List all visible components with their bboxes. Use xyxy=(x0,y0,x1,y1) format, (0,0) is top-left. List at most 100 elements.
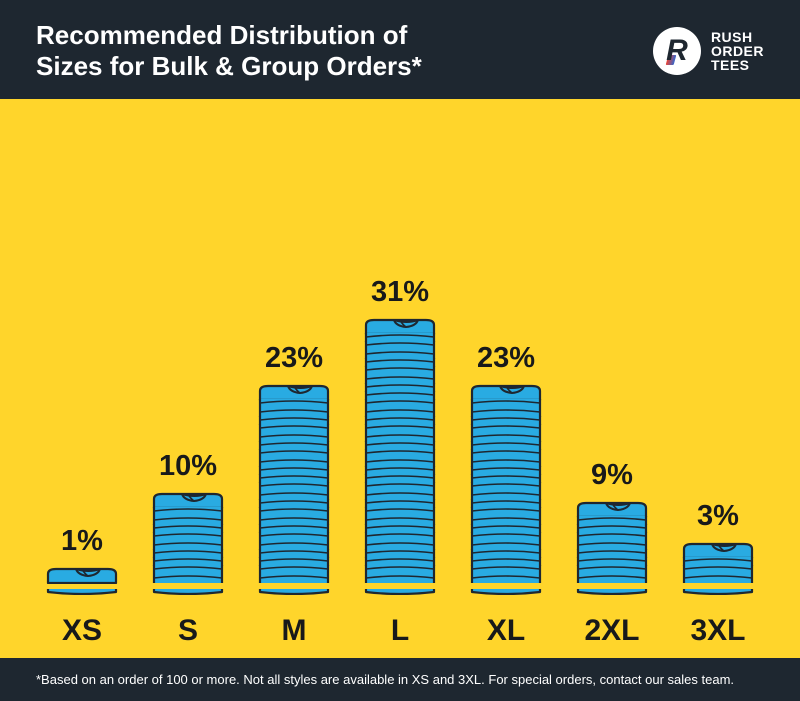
pct-label: 31% xyxy=(371,276,429,309)
size-label: M xyxy=(282,614,307,648)
shirt-layer-icon xyxy=(360,557,440,565)
shirt-layer-icon xyxy=(360,565,440,573)
shirt-stack xyxy=(360,317,440,600)
size-stack: 1% XS xyxy=(36,525,128,648)
infographic-container: Recommended Distribution of Sizes for Bu… xyxy=(0,0,800,701)
shirt-layer-icon xyxy=(678,557,758,565)
shirt-layer-icon xyxy=(148,507,228,515)
title-line-2: Sizes for Bulk & Group Orders* xyxy=(36,51,422,81)
shirt-layer-icon xyxy=(466,424,546,432)
size-label: XL xyxy=(487,614,525,648)
shirt-layer-icon xyxy=(466,499,546,507)
shirt-layer-icon xyxy=(360,532,440,540)
shirt-layer-icon xyxy=(466,399,546,407)
shirt-layer-icon xyxy=(466,408,546,416)
pct-label: 23% xyxy=(265,342,323,375)
shirt-layer-icon xyxy=(148,574,228,582)
shirt-layer-icon xyxy=(360,499,440,507)
shirt-layer-icon xyxy=(148,532,228,540)
header: Recommended Distribution of Sizes for Bu… xyxy=(0,0,800,99)
shirt-stack xyxy=(466,383,546,600)
shirt-layer-icon xyxy=(572,565,652,573)
shirt-layer-icon xyxy=(360,375,440,383)
shirt-layer-icon xyxy=(360,516,440,524)
shirt-layer-icon xyxy=(360,341,440,349)
shirt-layer-icon xyxy=(360,383,440,391)
shirt-layer-icon xyxy=(360,482,440,490)
shirt-layer-icon xyxy=(360,474,440,482)
shirt-base-icon xyxy=(42,582,122,600)
shirt-layer-icon xyxy=(254,524,334,532)
size-label: S xyxy=(178,614,198,648)
shirt-layer-icon xyxy=(466,458,546,466)
logo-text: RUSH ORDER TEES xyxy=(711,30,764,72)
footer-text: *Based on an order of 100 or more. Not a… xyxy=(36,672,734,687)
shirt-layer-icon xyxy=(360,466,440,474)
shirt-layer-icon xyxy=(360,491,440,499)
shirt-layer-icon xyxy=(360,358,440,366)
shirt-layer-icon xyxy=(360,574,440,582)
shirt-layer-icon xyxy=(254,565,334,573)
shirt-stack xyxy=(678,541,758,600)
shirt-layer-icon xyxy=(360,441,440,449)
shirt-layer-icon xyxy=(678,565,758,573)
shirt-layer-icon xyxy=(466,565,546,573)
shirt-layer-icon xyxy=(466,433,546,441)
shirt-stack xyxy=(572,500,652,600)
footer: *Based on an order of 100 or more. Not a… xyxy=(0,658,800,701)
shirt-stack xyxy=(42,566,122,600)
shirt-layer-icon xyxy=(360,424,440,432)
shirt-layer-icon xyxy=(466,516,546,524)
size-label: 2XL xyxy=(584,614,639,648)
page-title: Recommended Distribution of Sizes for Bu… xyxy=(36,20,422,81)
shirt-layer-icon xyxy=(254,532,334,540)
shirt-base-icon xyxy=(254,582,334,600)
shirt-layer-icon xyxy=(254,424,334,432)
shirt-layer-icon xyxy=(254,416,334,424)
size-stack: 23% xyxy=(460,342,552,648)
size-label: L xyxy=(391,614,409,648)
size-label: 3XL xyxy=(690,614,745,648)
shirt-layer-icon xyxy=(466,574,546,582)
shirt-top-icon xyxy=(254,383,334,399)
shirt-layer-icon xyxy=(148,541,228,549)
shirt-layer-icon xyxy=(254,482,334,490)
shirt-layer-icon xyxy=(148,565,228,573)
shirt-layer-icon xyxy=(572,574,652,582)
shirt-top-icon xyxy=(572,500,652,516)
shirt-layer-icon xyxy=(572,557,652,565)
size-label: XS xyxy=(62,614,102,648)
shirt-base-icon xyxy=(148,582,228,600)
shirt-layer-icon xyxy=(360,541,440,549)
shirt-layer-icon xyxy=(360,350,440,358)
shirt-layer-icon xyxy=(360,433,440,441)
shirt-top-icon xyxy=(360,317,440,333)
logo-text-3: TEES xyxy=(711,57,750,73)
shirt-base-icon xyxy=(572,582,652,600)
shirt-layer-icon xyxy=(254,516,334,524)
shirt-layer-icon xyxy=(466,474,546,482)
shirt-layer-icon xyxy=(466,524,546,532)
shirt-layer-icon xyxy=(466,491,546,499)
shirt-layer-icon xyxy=(254,491,334,499)
shirt-layer-icon xyxy=(466,532,546,540)
shirt-layer-icon xyxy=(148,549,228,557)
shirt-layer-icon xyxy=(572,516,652,524)
shirt-base-icon xyxy=(678,582,758,600)
shirt-layer-icon xyxy=(254,507,334,515)
shirt-base-icon xyxy=(466,582,546,600)
shirt-layer-icon xyxy=(360,458,440,466)
size-stack: 9% xyxy=(566,459,658,648)
shirt-layer-icon xyxy=(360,416,440,424)
shirt-layer-icon xyxy=(148,557,228,565)
shirt-layer-icon xyxy=(572,541,652,549)
size-stack: 23% xyxy=(248,342,340,648)
shirt-layer-icon xyxy=(466,416,546,424)
shirt-layer-icon xyxy=(360,391,440,399)
shirt-layer-icon xyxy=(360,399,440,407)
shirt-layer-icon xyxy=(254,549,334,557)
shirt-layer-icon xyxy=(148,516,228,524)
pct-label: 23% xyxy=(477,342,535,375)
size-stack: 10% xyxy=(142,450,234,648)
shirt-layer-icon xyxy=(254,499,334,507)
